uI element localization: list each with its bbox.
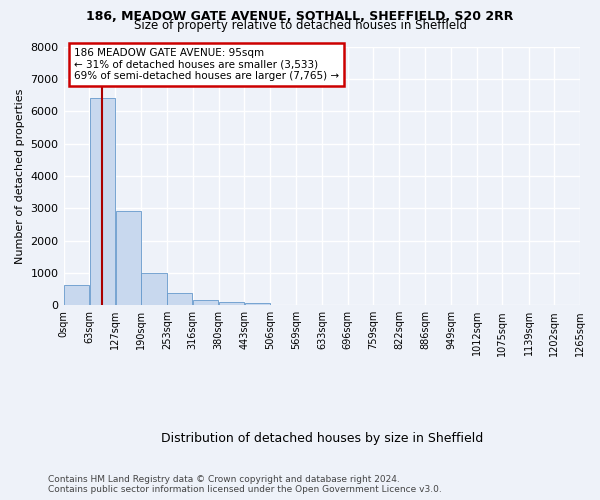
Y-axis label: Number of detached properties: Number of detached properties: [15, 88, 25, 264]
Text: Size of property relative to detached houses in Sheffield: Size of property relative to detached ho…: [133, 19, 467, 32]
Bar: [219, 302, 244, 305]
Bar: [89, 98, 115, 305]
Text: 186, MEADOW GATE AVENUE, SOTHALL, SHEFFIELD, S20 2RR: 186, MEADOW GATE AVENUE, SOTHALL, SHEFFI…: [86, 10, 514, 23]
Bar: [193, 300, 218, 305]
Text: 186 MEADOW GATE AVENUE: 95sqm
← 31% of detached houses are smaller (3,533)
69% o: 186 MEADOW GATE AVENUE: 95sqm ← 31% of d…: [74, 48, 339, 81]
Bar: [116, 212, 141, 305]
Bar: [167, 294, 192, 305]
Text: Contains HM Land Registry data © Crown copyright and database right 2024.
Contai: Contains HM Land Registry data © Crown c…: [48, 474, 442, 494]
Bar: [64, 285, 89, 305]
Bar: [142, 273, 167, 305]
X-axis label: Distribution of detached houses by size in Sheffield: Distribution of detached houses by size …: [161, 432, 483, 445]
Bar: [245, 303, 270, 305]
